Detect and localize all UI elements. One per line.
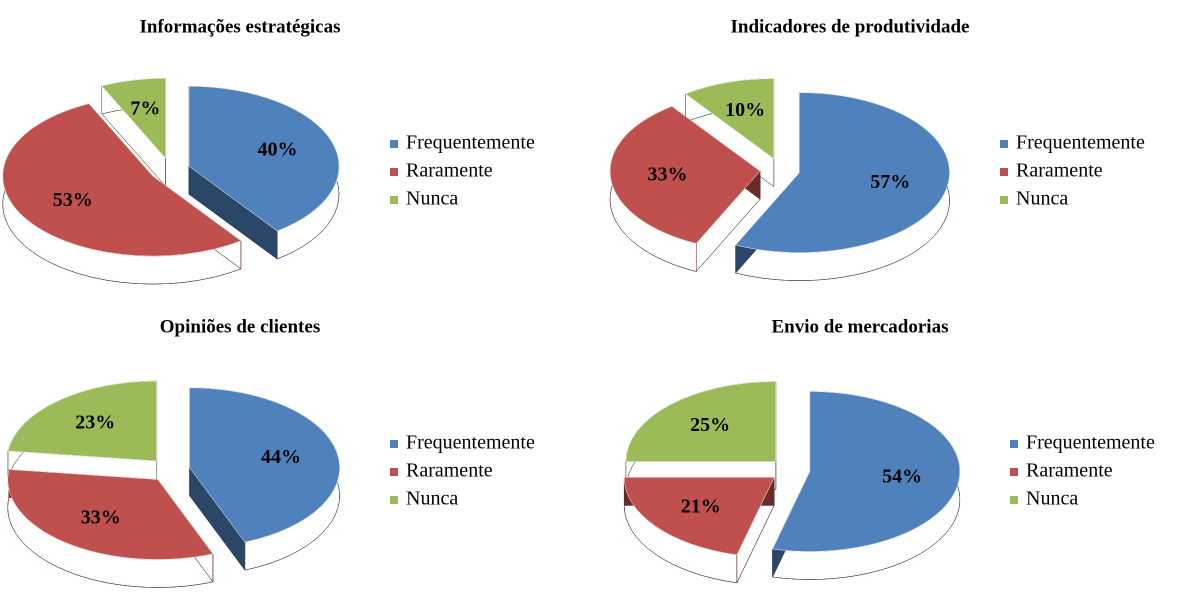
data-label: 25% — [690, 414, 730, 436]
legend-swatch — [390, 168, 398, 176]
chart-title: Indicadores de produtividade — [731, 16, 970, 37]
legend-label: Frequentemente — [406, 132, 535, 154]
slice — [188, 86, 340, 232]
legend-swatch — [390, 196, 398, 204]
chart-title: Opiniões de clientes — [160, 316, 320, 337]
legend-swatch — [1000, 196, 1008, 204]
slice — [7, 380, 158, 462]
legend-swatch — [1000, 140, 1008, 148]
slice — [735, 92, 950, 253]
data-label: 53% — [53, 189, 93, 211]
chart-title: Envio de mercadorias — [772, 316, 949, 337]
data-label: 44% — [261, 446, 301, 468]
slice — [609, 106, 761, 244]
legend-swatch — [390, 140, 398, 148]
legend-label: Nunca — [1026, 488, 1078, 510]
legend-swatch — [390, 496, 398, 504]
slice — [685, 78, 775, 160]
legend-label: Raramente — [1026, 460, 1113, 482]
data-label: 7% — [130, 97, 160, 119]
legend-label: Nunca — [406, 488, 458, 510]
data-label: 10% — [725, 99, 765, 121]
data-label: 33% — [648, 163, 688, 185]
slice — [189, 387, 340, 543]
slice — [623, 477, 775, 556]
legend-label: Frequentemente — [1026, 432, 1155, 454]
data-label: 33% — [81, 506, 121, 528]
slice — [772, 391, 961, 552]
data-label: 54% — [882, 465, 922, 487]
legend-label: Raramente — [406, 460, 493, 482]
chart-title: Informações estratégicas — [139, 16, 340, 37]
legend-label: Frequentemente — [1016, 132, 1145, 154]
data-label: 40% — [257, 139, 297, 161]
data-label: 57% — [870, 171, 910, 193]
slice — [101, 78, 166, 159]
legend-swatch — [1010, 468, 1018, 476]
legend-swatch — [1010, 496, 1018, 504]
legend-label: Nunca — [406, 188, 458, 210]
data-label: 23% — [75, 411, 115, 433]
slice — [625, 381, 777, 462]
legend-swatch — [390, 440, 398, 448]
legend-label: Frequentemente — [406, 432, 535, 454]
legend-swatch — [1000, 168, 1008, 176]
legend-label: Raramente — [1016, 160, 1103, 182]
slice — [7, 469, 214, 560]
legend-label: Raramente — [406, 160, 493, 182]
slice — [2, 103, 242, 257]
legend-swatch — [390, 468, 398, 476]
data-label: 21% — [681, 495, 721, 517]
legend-label: Nunca — [1016, 188, 1068, 210]
legend-swatch — [1010, 440, 1018, 448]
